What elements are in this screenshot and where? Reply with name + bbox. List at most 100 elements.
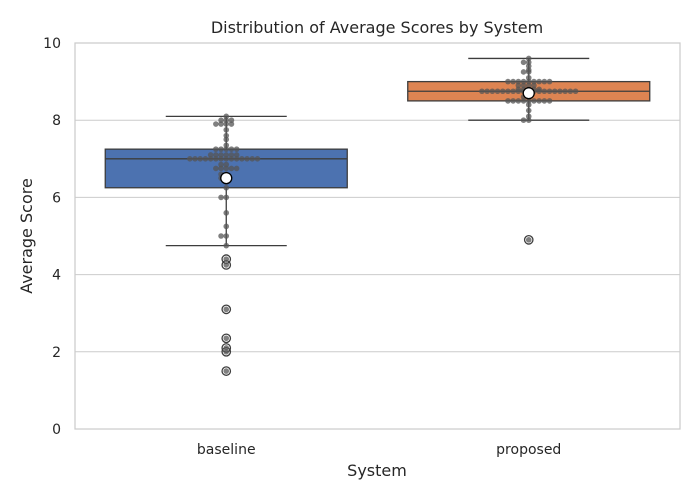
swarm-point: [546, 78, 553, 85]
swarm-point: [187, 156, 193, 162]
swarm-point: [510, 88, 516, 95]
swarm-point: [223, 335, 230, 342]
swarm-point: [228, 152, 235, 158]
swarm-point: [213, 165, 219, 172]
swarm-point: [520, 117, 527, 123]
swarm-point: [562, 88, 568, 95]
swarm-point: [515, 88, 522, 95]
swarm-point: [223, 165, 230, 172]
outlier-marker: [523, 235, 534, 245]
swarm-point: [223, 349, 230, 355]
swarm-point: [223, 262, 230, 268]
swarm-point: [254, 156, 261, 162]
swarm-point: [520, 78, 527, 85]
swarm-point: [557, 88, 563, 95]
swarm-point: [541, 78, 548, 85]
swarm-point: [525, 101, 532, 108]
swarm-point: [515, 82, 522, 89]
y-tick-label: 6: [52, 190, 61, 206]
swarm-point: [531, 98, 537, 104]
outlier-marker: [221, 333, 232, 344]
swarm-point: [223, 142, 230, 149]
swarm-point: [228, 165, 235, 172]
swarm-point: [218, 152, 224, 158]
x-tick-label: baseline: [197, 442, 256, 458]
swarm-point: [484, 88, 490, 95]
swarm-point: [207, 156, 214, 162]
swarm-point: [233, 146, 240, 152]
swarm-point: [228, 156, 235, 162]
swarm-point: [218, 146, 224, 152]
swarm-point: [531, 82, 537, 89]
swarm-point: [223, 161, 230, 168]
swarm-point: [228, 121, 235, 127]
outlier-marker: [221, 366, 232, 376]
swarm-point: [192, 156, 198, 162]
swarm-point: [228, 117, 235, 123]
plot-frame: [74, 42, 681, 430]
plot-area: [75, 43, 680, 429]
swarm-point: [520, 98, 527, 104]
swarm-point: [218, 165, 224, 172]
swarm-point: [218, 194, 224, 201]
swarm-point: [525, 78, 532, 85]
swarm-point: [223, 146, 230, 152]
swarm-point: [213, 121, 219, 127]
tick-labels: 0 2 4 6 8 10 baseline proposed: [43, 36, 561, 458]
swarm-point: [567, 88, 574, 95]
swarm-point: [207, 152, 214, 158]
swarm-point: [541, 98, 548, 104]
swarm-point: [223, 117, 230, 123]
swarm-point: [536, 98, 542, 104]
swarm-point: [510, 78, 516, 85]
swarm-point: [223, 306, 230, 313]
swarm-point: [239, 156, 245, 162]
swarm-point: [525, 59, 532, 66]
swarm-point: [499, 88, 506, 95]
swarm-point: [223, 132, 230, 139]
swarm-point: [213, 156, 219, 162]
swarm-point: [525, 74, 532, 81]
y-axis-label: Average Score: [17, 178, 36, 294]
mean-marker: [220, 171, 233, 185]
swarm-point: [505, 78, 511, 85]
swarm-point: [525, 237, 532, 243]
swarm-point: [223, 184, 230, 191]
swarm-point: [197, 156, 204, 162]
y-tick-label: 2: [52, 345, 61, 361]
swarm-point: [505, 88, 511, 95]
x-tick-label: proposed: [496, 442, 561, 458]
swarm-point: [223, 113, 230, 120]
swarm-point: [223, 345, 230, 351]
swarm-point: [218, 161, 224, 168]
chart-title: Distribution of Average Scores by System: [211, 18, 543, 37]
swarm-point: [520, 69, 527, 75]
swarm-point: [223, 194, 230, 201]
swarm-point: [223, 152, 230, 158]
swarm-point: [213, 146, 219, 152]
swarm-point: [202, 156, 209, 162]
swarm-point: [218, 121, 224, 127]
swarm-point: [223, 368, 230, 374]
mean-marker: [522, 87, 535, 100]
swarm-point: [494, 88, 501, 95]
swarm-point: [223, 256, 230, 262]
swarm-point: [525, 82, 532, 89]
swarm-point: [541, 88, 548, 95]
swarm-point: [249, 156, 256, 162]
swarm-point: [223, 121, 230, 127]
swarm-point: [223, 233, 230, 239]
swarm-point: [223, 242, 230, 249]
swarm-point: [546, 88, 553, 95]
swarm-point: [531, 78, 537, 85]
swarm-point: [233, 152, 240, 158]
y-tick-label: 10: [43, 36, 61, 52]
swarm-point: [489, 88, 496, 95]
swarm-points-layer: [187, 55, 579, 374]
swarm-point: [244, 156, 250, 162]
swarm-point: [223, 210, 230, 216]
x-axis-label: System: [347, 461, 407, 480]
swarm-point: [218, 233, 224, 239]
swarm-point: [479, 88, 485, 95]
